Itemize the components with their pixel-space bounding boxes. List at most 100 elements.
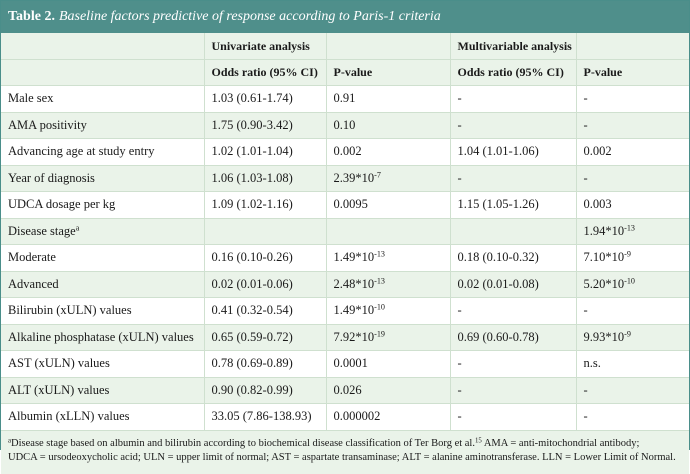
footnote-text-1b: AMA = anti-mitochondrial antibody;: [481, 437, 640, 449]
uni-or-cell: 1.03 (0.61-1.74): [203, 85, 326, 112]
multi-p-cell: -: [575, 85, 689, 112]
multi-p-cell: 9.93*10-9: [575, 323, 689, 351]
table-row: Albumin (xLLN) values 33.05 (7.86-138.93)…: [1, 403, 689, 430]
multi-or-cell: 1.04 (1.01-1.06): [449, 138, 576, 165]
uni-or-cell: 0.65 (0.59-0.72): [203, 323, 326, 351]
table-row: Disease stagea 1.94*10-13: [1, 217, 689, 245]
multi-p-cell: -: [575, 164, 689, 192]
exponent: -9: [624, 329, 631, 339]
factor-cell: AMA positivity: [1, 111, 204, 139]
uni-p-cell: 2.48*10-13: [325, 270, 450, 298]
multi-or-cell: -: [449, 403, 576, 430]
multi-or-cell: 0.02 (0.01-0.08): [449, 270, 576, 298]
group-header-univariate: Univariate analysis: [203, 33, 326, 60]
table-row: ALT (xULN) values 0.90 (0.82-0.99) 0.026- -: [1, 376, 689, 404]
column-header-uni-or: Odds ratio (95% CI): [203, 59, 326, 86]
uni-p-cell: 0.0001: [325, 350, 450, 377]
uni-p-cell: 2.39*10-7: [325, 164, 450, 192]
uni-or-cell: 1.09 (1.02-1.16): [203, 191, 326, 218]
table-row: Bilirubin (xULN) values 0.41 (0.32-0.54) 1…: [1, 297, 689, 324]
multi-p-cell: 0.003: [575, 191, 689, 218]
exponent: -19: [374, 329, 385, 339]
uni-p-cell: 1.49*10-10: [325, 297, 450, 324]
multi-or-cell: -: [449, 111, 576, 139]
uni-p-cell: 1.49*10-13: [325, 244, 450, 271]
multi-p-cell: -: [575, 376, 689, 404]
multi-or-cell: -: [449, 376, 576, 404]
factor-cell: Disease stagea: [1, 217, 204, 245]
multi-p-cell: n.s.: [575, 350, 689, 377]
uni-or-cell: 1.06 (1.03-1.08): [203, 164, 326, 192]
factor-cell: Albumin (xLLN) values: [1, 403, 204, 430]
factor-cell: Advancing age at study entry: [1, 138, 204, 165]
factor-cell: Bilirubin (xULN) values: [1, 297, 204, 324]
multi-or-cell: 1.15 (1.05-1.26): [449, 191, 576, 218]
footnote-line-2: UDCA = ursodeoxycholic acid; ULN = upper…: [8, 451, 676, 463]
group-header-cell: [325, 33, 450, 60]
multi-p-cell: -: [575, 111, 689, 139]
exponent: -13: [374, 276, 385, 286]
uni-p-cell: [325, 217, 450, 245]
group-header-cell: [575, 33, 689, 60]
multi-p-cell: 7.10*10-9: [575, 244, 689, 271]
table-row: Alkaline phosphatase (xULN) values 0.65 (…: [1, 323, 689, 351]
factor-cell: Year of diagnosis: [1, 164, 204, 192]
column-header: [1, 59, 204, 86]
uni-or-cell: 33.05 (7.86-138.93): [203, 403, 326, 430]
multi-or-cell: 0.18 (0.10-0.32): [449, 244, 576, 271]
table-row: AMA positivity 1.75 (0.90-3.42) 0.10- -: [1, 111, 689, 139]
uni-or-cell: 0.41 (0.32-0.54): [203, 297, 326, 324]
uni-or-cell: 0.02 (0.01-0.06): [203, 270, 326, 298]
table-row: Year of diagnosis 1.06 (1.03-1.08) 2.39*10…: [1, 164, 689, 192]
uni-or-cell: 0.78 (0.69-0.89): [203, 350, 326, 377]
factor-cell: AST (xULN) values: [1, 350, 204, 377]
multi-or-cell: [449, 217, 576, 245]
column-header-uni-p: P-value: [325, 59, 450, 86]
multi-p-cell: 1.94*10-13: [575, 217, 689, 245]
multi-p-cell: -: [575, 403, 689, 430]
exponent: -13: [624, 223, 635, 233]
factor-cell: Alkaline phosphatase (xULN) values: [1, 323, 204, 351]
exponent: -9: [624, 249, 631, 259]
footnote-reference: 15: [474, 436, 482, 444]
multi-or-cell: -: [449, 164, 576, 192]
table-row: Advanced 0.02 (0.01-0.06) 2.48*10-13 0.02 (…: [1, 270, 689, 298]
footnote-marker: a: [8, 436, 12, 444]
column-header-multi-p: P-value: [575, 59, 689, 86]
column-header-multi-or: Odds ratio (95% CI): [449, 59, 576, 86]
table-row: Moderate 0.16 (0.10-0.26) 1.49*10-13 0.18 (…: [1, 244, 689, 271]
uni-p-cell: 0.10: [325, 111, 450, 139]
table-title: Table 2. Baseline factors predictive of …: [1, 1, 689, 33]
multi-p-cell: 5.20*10-10: [575, 270, 689, 298]
exponent: a: [75, 223, 80, 233]
footnote-text-1a: Disease stage based on albumin and bilir…: [11, 437, 475, 449]
multi-or-cell: -: [449, 297, 576, 324]
exponent: -7: [374, 170, 381, 180]
table-row: UDCA dosage per kg 1.09 (1.02-1.16) 0.0095…: [1, 191, 689, 218]
table-row: AST (xULN) values 0.78 (0.69-0.89) 0.0001-…: [1, 350, 689, 377]
group-header-multivariable: Multivariable analysis: [449, 33, 576, 60]
exponent: -13: [374, 249, 385, 259]
exponent: -10: [374, 302, 385, 312]
uni-p-cell: 7.92*10-19: [325, 323, 450, 351]
factor-cell: ALT (xULN) values: [1, 376, 204, 404]
uni-or-cell: 1.75 (0.90-3.42): [203, 111, 326, 139]
uni-p-cell: 0.0095: [325, 191, 450, 218]
column-header-row: Odds ratio (95% CI) P-value Odds ratio (…: [1, 59, 689, 86]
factor-cell: Moderate: [1, 244, 204, 271]
results-table: Univariate analysis Multivariable analys…: [1, 33, 689, 430]
multi-or-cell: -: [449, 85, 576, 112]
uni-or-cell: 0.16 (0.10-0.26): [203, 244, 326, 271]
group-header-cell: [1, 33, 204, 60]
uni-p-cell: 0.000002: [325, 403, 450, 430]
uni-or-cell: 1.02 (1.01-1.04): [203, 138, 326, 165]
factor-cell: Male sex: [1, 85, 204, 112]
footnote-line-1: aDisease stage based on albumin and bili…: [8, 437, 682, 451]
multi-p-cell: 0.002: [575, 138, 689, 165]
table-row: Male sex 1.03 (0.61-1.74) 0.91- -: [1, 85, 689, 112]
multi-or-cell: 0.69 (0.60-0.78): [449, 323, 576, 351]
multi-p-cell: -: [575, 297, 689, 324]
uni-p-cell: 0.91: [325, 85, 450, 112]
exponent: -10: [624, 276, 635, 286]
